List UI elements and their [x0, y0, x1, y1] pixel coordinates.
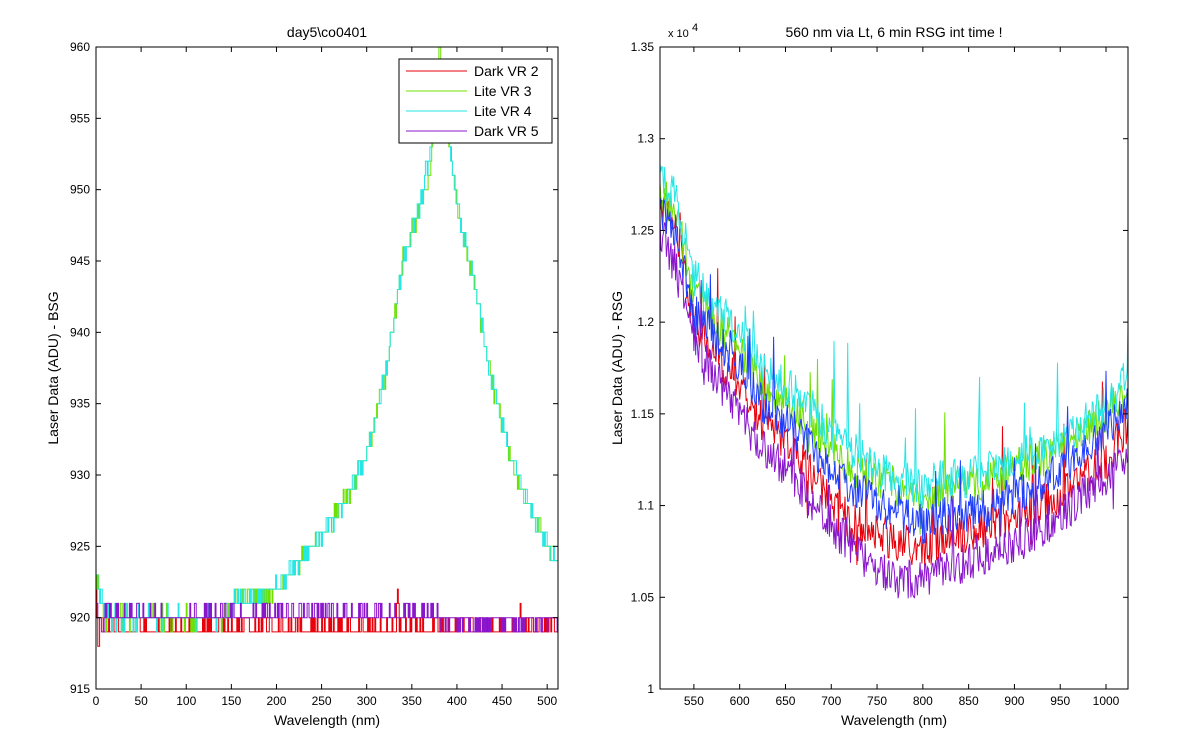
x-tick-label: 700	[821, 694, 841, 708]
x-tick-label: 450	[492, 694, 512, 708]
x-tick-label: 300	[357, 694, 377, 708]
y-tick-label: 955	[70, 111, 90, 125]
series-dark-vr-5	[96, 602, 558, 633]
x-tick-label: 500	[537, 694, 557, 708]
x-tick-label: 550	[684, 694, 704, 708]
x-tick-label: 250	[312, 694, 332, 708]
legend-box	[398, 58, 553, 144]
y-tick-label: 945	[70, 254, 90, 268]
x-tick-label: 150	[221, 694, 241, 708]
right-chart: 550 600 650 700 750 800 850 900 950 1000 1 1.05 1.1 1…	[609, 22, 1129, 728]
x-tick-label: 50	[134, 694, 148, 708]
x-tick-label: 350	[402, 694, 422, 708]
left-y-axis-label: Laser Data (ADU) - BSG	[45, 291, 61, 444]
y-tick-label: 1.15	[631, 407, 655, 421]
x-tick-label: 850	[959, 694, 979, 708]
y-tick-label: 1.35	[631, 40, 655, 54]
left-plot-area	[96, 47, 558, 689]
x-tick-label: 950	[1050, 694, 1070, 708]
y-multiplier-label: x 10	[668, 28, 689, 40]
right-y-axis-label: Laser Data (ADU) - RSG	[609, 291, 625, 445]
y-tick-label: 915	[70, 682, 90, 696]
y-tick-label: 935	[70, 397, 90, 411]
right-x-axis-label: Wavelength (nm)	[841, 712, 947, 728]
x-tick-label: 750	[867, 694, 887, 708]
left-chart-title: day5\co0401	[287, 24, 367, 40]
right-axes-box	[659, 46, 1129, 690]
y-tick-label: 1.25	[631, 223, 655, 237]
x-tick-label: 650	[775, 694, 795, 708]
x-tick-label: 800	[913, 694, 933, 708]
series-line-3	[660, 164, 1128, 507]
left-axes-box	[95, 46, 559, 690]
legend-entry: Dark VR 2	[474, 63, 539, 79]
legend-entry: Lite VR 4	[474, 103, 532, 119]
y-tick-label: 1.2	[637, 315, 654, 329]
legend: Dark VR 2 Lite VR 3 Lite VR 4 Dark VR 5	[398, 58, 553, 144]
right-plot-area	[660, 47, 1128, 689]
series-line-4	[660, 197, 1128, 544]
y-tick-label: 1.3	[637, 132, 654, 146]
left-x-axis-label: Wavelength (nm)	[274, 712, 380, 728]
y-tick-label: 1.05	[631, 590, 655, 604]
x-tick-label: 1000	[1093, 694, 1120, 708]
y-tick-label: 925	[70, 539, 90, 553]
x-tick-label: 100	[176, 694, 196, 708]
series-line-5	[660, 218, 1128, 599]
right-chart-title: 560 nm via Lt, 6 min RSG int time !	[785, 24, 1002, 40]
left-chart: 0 50 100 150 200 250 300 350 400 450 500 915 920 925 9…	[45, 24, 559, 728]
y-tick-label: 950	[70, 183, 90, 197]
x-tick-label: 900	[1004, 694, 1024, 708]
y-tick-label: 960	[70, 40, 90, 54]
y-tick-label: 940	[70, 325, 90, 339]
y-tick-label: 1	[647, 682, 654, 696]
series-line-2	[660, 181, 1128, 535]
y-multiplier-exponent: 4	[692, 22, 698, 34]
x-tick-label: 400	[447, 694, 467, 708]
x-tick-label: 200	[266, 694, 286, 708]
series-line-1	[660, 183, 1128, 567]
y-tick-label: 920	[70, 611, 90, 625]
x-tick-label: 600	[730, 694, 750, 708]
legend-entry: Dark VR 5	[474, 123, 539, 139]
legend-entry: Lite VR 3	[474, 83, 532, 99]
y-tick-label: 930	[70, 468, 90, 482]
x-tick-label: 0	[93, 694, 100, 708]
y-tick-label: 1.1	[637, 499, 654, 513]
